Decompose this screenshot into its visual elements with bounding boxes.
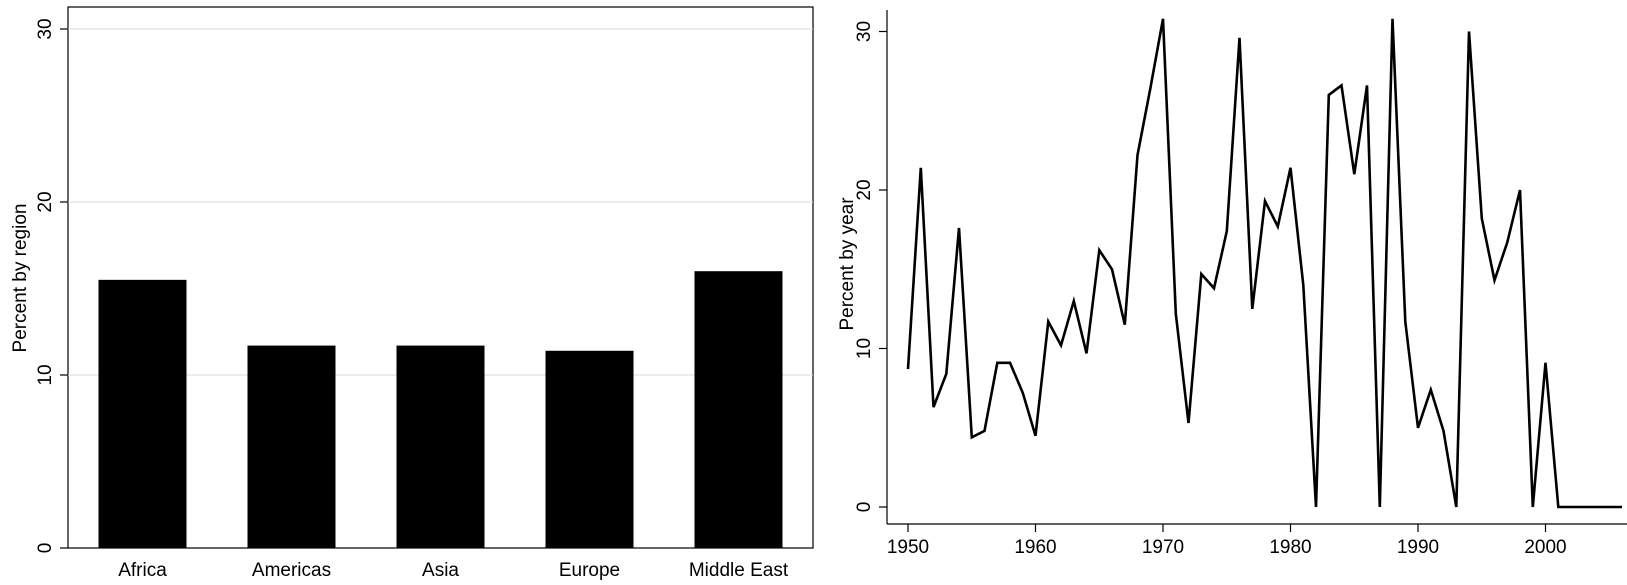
line-chart-y-tick-label: 10 bbox=[854, 338, 875, 359]
bar-americas bbox=[247, 345, 336, 548]
bar-chart-x-axis: Africa Americas Asia Europe Middle East bbox=[118, 560, 789, 581]
bar-chart-y-axis: 0 10 20 30 bbox=[35, 18, 68, 553]
bar-chart-category-label: Middle East bbox=[689, 560, 789, 581]
bar-asia bbox=[396, 345, 485, 548]
line-chart-x-axis: 1950 1960 1970 1980 1990 2000 bbox=[887, 524, 1567, 558]
line-chart-y-axis-label: Percent by year bbox=[837, 197, 858, 331]
bar-chart-y-tick-label: 20 bbox=[35, 191, 56, 212]
line-chart-region: 0 10 20 30 1950 1960 1970 1980 1990 2000 Percent… bbox=[837, 10, 1627, 558]
line-chart-x-tick-label: 1990 bbox=[1397, 537, 1439, 558]
bar-europe bbox=[545, 350, 634, 548]
bar-chart-category-label: Europe bbox=[559, 560, 620, 581]
bar-chart-region: 0 10 20 30 Africa Americas Asia Europe Middle E… bbox=[10, 6, 814, 581]
line-chart-x-tick-label: 1980 bbox=[1269, 537, 1311, 558]
bar-chart-y-tick-label: 10 bbox=[35, 364, 56, 385]
bar-middle-east bbox=[694, 271, 783, 548]
line-chart-x-tick-label: 1970 bbox=[1142, 537, 1184, 558]
line-chart-y-axis: 0 10 20 30 bbox=[854, 21, 887, 512]
bar-chart-category-label: Africa bbox=[118, 560, 167, 581]
line-chart-x-tick-label: 1960 bbox=[1014, 537, 1056, 558]
bar-chart-bars bbox=[98, 271, 783, 548]
bar-africa bbox=[98, 279, 187, 548]
line-chart-x-tick-label: 2000 bbox=[1524, 537, 1566, 558]
line-chart-y-tick-label: 0 bbox=[854, 502, 875, 513]
bar-chart-y-tick-label: 0 bbox=[35, 543, 56, 554]
bar-chart-category-label: Asia bbox=[422, 560, 459, 581]
bar-chart-y-tick-label: 30 bbox=[35, 18, 56, 39]
bar-chart-category-label: Americas bbox=[252, 560, 331, 581]
line-chart-series-line bbox=[906, 18, 1622, 509]
line-chart-y-tick-label: 20 bbox=[854, 179, 875, 200]
line-chart-x-tick-label: 1950 bbox=[887, 537, 929, 558]
line-chart-y-tick-label: 30 bbox=[854, 21, 875, 42]
bar-chart-y-axis-label: Percent by region bbox=[10, 204, 31, 353]
